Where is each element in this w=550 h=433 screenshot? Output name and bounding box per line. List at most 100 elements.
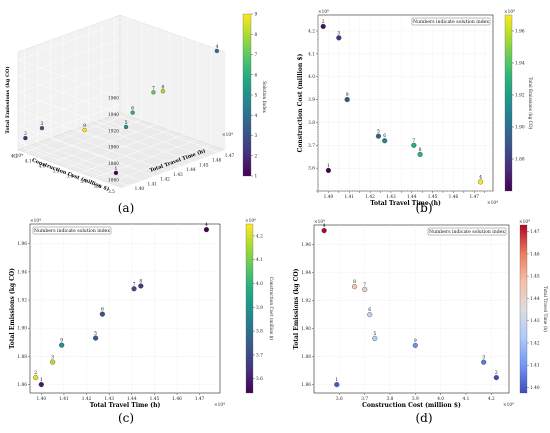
y-exponent: ×10⁰ (318, 9, 329, 15)
colorbar-title: Construction Cost (million $) (268, 277, 273, 340)
y-tick-label: 4.2 (308, 30, 315, 35)
colorbar (519, 224, 528, 394)
colorbar-tick-label: 1.92 (515, 94, 525, 99)
panel-c-scatter: 1.40 1.41 1.42 1.43 1.44 1.45 1.46 1.47 1.86 1.88… (9, 218, 273, 409)
point-label: 9 (346, 92, 349, 98)
point-label: 8 (353, 279, 356, 285)
colorbar-tick-label: 1.47 (530, 230, 540, 235)
panel-a-time-tick: 1.44 (186, 168, 196, 173)
point-3 (50, 359, 56, 365)
colorbar-tick-label: 3.7 (256, 353, 263, 358)
panel-b-label: (b) (415, 201, 432, 215)
y-exponent: ×10⁴ (314, 219, 325, 225)
point-7 (362, 286, 368, 292)
point-label: 6 (383, 133, 386, 139)
point-label: 2 (34, 370, 37, 376)
panel-a-point-6 (130, 110, 135, 115)
x-tick-label: 1.44 (407, 195, 417, 200)
y-tick-label: 1.94 (17, 270, 27, 275)
panel-a-point-4 (214, 48, 220, 54)
colorbar (245, 223, 254, 394)
panel-a-label: (a) (118, 201, 135, 215)
panel-a-cost-tick: 3.9 (53, 170, 60, 175)
point-2 (320, 23, 326, 30)
point-label: 3 (482, 355, 485, 361)
point-label: 4 (205, 222, 208, 228)
x-exponent: ×10⁰ (503, 402, 514, 408)
plot-area (317, 14, 494, 192)
colorbar-tick-label: 3.8 (256, 330, 263, 335)
y-exponent: ×10⁴ (30, 218, 41, 224)
panel-a-point-label: 9 (83, 123, 86, 129)
panel-a-point-label: 3 (41, 121, 44, 127)
panel-a-point-9 (82, 127, 87, 133)
point-label: 3 (51, 355, 54, 361)
panel-a-cost-tick: 3.6 (94, 185, 101, 190)
panel-a-z-tick: 1880 (108, 162, 119, 167)
x-tick-label: 1.43 (386, 195, 396, 200)
panel-a-3d-scatter: 3.5 3.6 3.7 3.8 3.9 4.0 4.1 4.2 1.401.411.421.43… (4, 13, 266, 195)
panel-a-colorbar (242, 13, 252, 177)
panel-a-colorbar-tick: 5 (255, 94, 258, 99)
point-label: 5 (377, 129, 380, 135)
panel-a-z-tick: 1900 (108, 146, 119, 151)
panel-a-z-tick: 1920 (108, 129, 119, 134)
x-exponent: ×10⁴ (487, 200, 498, 206)
point-1 (38, 381, 44, 388)
colorbar-tick-label: 3.9 (256, 306, 263, 311)
x-tick-label: 1.42 (365, 195, 375, 200)
panel-a-point-label: 2 (24, 131, 27, 137)
y-tick-label: 1.90 (301, 327, 311, 332)
point-3 (336, 35, 342, 41)
point-label: 1 (327, 163, 330, 169)
panel-a-colorbar-tick: 8 (255, 33, 258, 38)
point-label: 3 (337, 30, 340, 36)
colorbar-tick-label: 1.41 (530, 364, 540, 369)
x-axis-title: Total Travel Time (h) (90, 402, 161, 409)
panel-a-cost-tick: 4.2 (11, 154, 18, 159)
panel-a-point-label: 8 (161, 84, 164, 90)
point-label: 1 (335, 377, 338, 383)
panel-a-cost-tick: 3.5 (108, 190, 115, 195)
point-4 (203, 227, 210, 233)
panel-a-time-tick: 1.41 (147, 182, 157, 187)
colorbar-tick-label: 1.46 (530, 252, 540, 257)
x-tick-label: 1.40 (37, 397, 47, 402)
point-label: 6 (368, 307, 371, 313)
panel-b-scatter: 1.40 1.41 1.42 1.43 1.44 1.45 1.46 1.47 3.6 3.7 3.… (297, 9, 532, 207)
colorbar-tick-label: 4.2 (256, 234, 263, 239)
y-tick-label: 1.86 (17, 383, 27, 388)
panel-a-time-exp: ×10⁴ (222, 132, 233, 138)
point-8 (417, 151, 423, 158)
point-4 (321, 228, 327, 234)
x-tick-label: 3.8 (387, 397, 394, 402)
panel-a-colorbar-tick: 7 (255, 53, 258, 58)
point-2 (33, 374, 39, 381)
point-5 (93, 335, 99, 341)
x-axis-title: Total Travel Time (h) (370, 200, 441, 207)
panel-c-label: (c) (118, 411, 134, 425)
x-tick-label: 1.47 (469, 195, 479, 200)
point-6 (382, 138, 388, 144)
point-5 (375, 133, 381, 139)
panel-a-point-label: 6 (131, 106, 134, 112)
point-label: 2 (322, 19, 325, 25)
point-2 (493, 375, 499, 381)
y-tick-label: 1.92 (301, 299, 311, 304)
colorbar-tick-label: 4.1 (256, 258, 263, 263)
x-tick-label: 1.46 (172, 397, 182, 402)
colorbar (504, 14, 513, 192)
panel-a-z-tick: 1960 (108, 97, 119, 102)
panel-a-point-label: 1 (115, 166, 118, 172)
point-6 (99, 311, 105, 317)
colorbar-tick-label: 1.88 (515, 158, 525, 163)
panel-a-colorbar-tick: 4 (255, 114, 258, 119)
colorbar-tick-label: 3.6 (256, 377, 263, 382)
x-tick-label: 1.46 (449, 195, 459, 200)
x-tick-label: 1.45 (150, 397, 160, 402)
annotation-note: Numbers indicate solution index (34, 228, 110, 234)
panel-a-time-tick: 1.40 (135, 187, 145, 192)
panel-a-time-tick: 1.42 (160, 178, 170, 183)
